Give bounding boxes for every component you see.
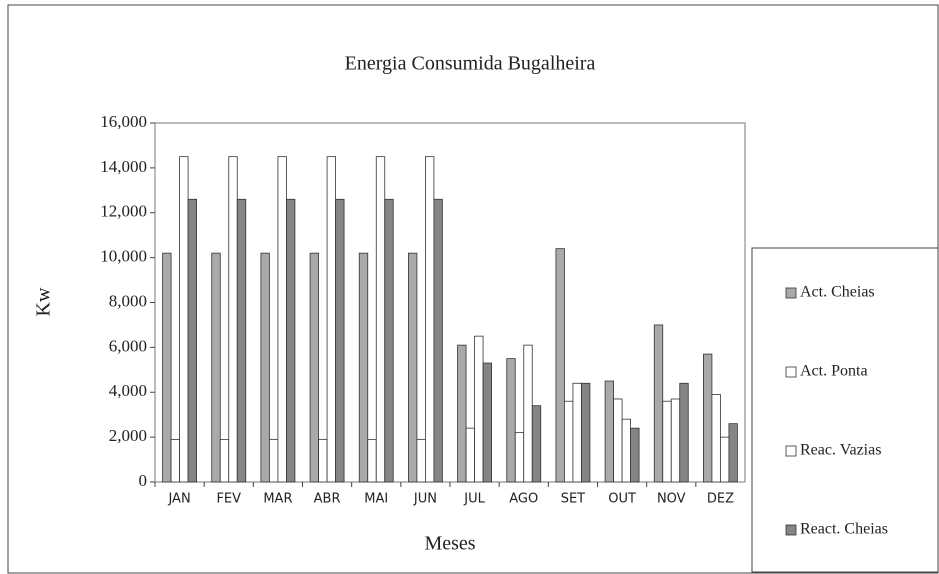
x-tick-label: FEV <box>216 492 241 507</box>
bar <box>613 398 623 483</box>
bar <box>531 405 542 483</box>
bar <box>728 423 738 483</box>
bar <box>269 438 279 483</box>
bar <box>416 438 426 483</box>
bar <box>662 400 672 483</box>
chart-title: Energia Consumida Bugalheira <box>345 53 596 75</box>
bar <box>179 156 189 483</box>
y-tick-label: 12,000 <box>100 202 147 221</box>
bar <box>425 156 435 483</box>
x-tick-label: AGO <box>509 492 538 507</box>
x-tick-label: MAR <box>263 492 292 507</box>
bar <box>309 252 319 483</box>
bar <box>711 394 721 483</box>
y-tick-label: 6,000 <box>109 336 147 355</box>
legend-swatch <box>785 366 797 378</box>
legend-label: Reac. Vazias <box>800 442 881 459</box>
x-tick-label: NOV <box>657 492 686 507</box>
legend-swatch <box>785 524 797 536</box>
bar <box>211 252 221 483</box>
y-tick-label: 4,000 <box>109 381 147 400</box>
bar <box>514 432 525 483</box>
x-tick-label: DEZ <box>707 492 734 507</box>
x-tick-label: JUL <box>463 492 485 507</box>
bar <box>630 427 640 483</box>
y-tick-label: 0 <box>139 471 148 490</box>
y-tick-label: 10,000 <box>100 247 147 266</box>
bar <box>162 252 172 483</box>
bar <box>523 344 533 483</box>
bar <box>318 438 328 483</box>
legend-label: Act. Cheias <box>800 284 875 301</box>
bar <box>228 156 238 483</box>
bar <box>604 380 614 483</box>
legend-swatch <box>785 287 797 299</box>
bar <box>572 382 582 483</box>
bar <box>433 198 443 483</box>
x-axis-label: Meses <box>424 533 475 555</box>
x-tick-label: OUT <box>608 492 636 507</box>
bar <box>653 324 664 483</box>
bar <box>236 198 247 483</box>
bar <box>384 198 394 483</box>
y-axis-label: Kw <box>33 287 55 316</box>
x-tick-label: ABR <box>314 492 341 507</box>
bar <box>375 156 386 483</box>
bar <box>408 252 418 483</box>
x-tick-label: JUN <box>413 492 437 507</box>
legend-swatch <box>785 445 797 457</box>
legend-box <box>751 247 939 573</box>
bar <box>679 382 689 483</box>
legend-label: React. Cheias <box>800 521 888 538</box>
y-tick-label: 8,000 <box>109 291 147 310</box>
bar <box>465 427 475 483</box>
bar <box>506 358 516 483</box>
y-tick-label: 16,000 <box>100 112 147 131</box>
x-tick-label: MAI <box>364 492 388 507</box>
bar <box>670 398 681 483</box>
bar <box>621 418 631 483</box>
bar <box>482 362 492 483</box>
y-tick-label: 2,000 <box>109 426 147 445</box>
bar <box>720 436 730 483</box>
bar <box>277 156 287 483</box>
y-tick-label: 14,000 <box>100 157 147 176</box>
x-tick-label: JAN <box>167 492 190 507</box>
legend-label: Act. Ponta <box>800 363 868 380</box>
bar <box>474 335 484 483</box>
bar <box>367 438 377 483</box>
x-tick-label: SET <box>561 492 585 507</box>
bar <box>286 198 296 483</box>
bar <box>564 400 574 483</box>
bar <box>260 252 270 483</box>
bar <box>703 353 713 483</box>
bar <box>335 198 345 483</box>
bar <box>457 344 467 483</box>
bar <box>170 438 180 483</box>
bar <box>581 382 591 483</box>
bar <box>358 252 369 483</box>
bar <box>187 198 197 483</box>
bar <box>219 438 230 483</box>
bar <box>326 156 336 483</box>
bar <box>555 248 565 483</box>
